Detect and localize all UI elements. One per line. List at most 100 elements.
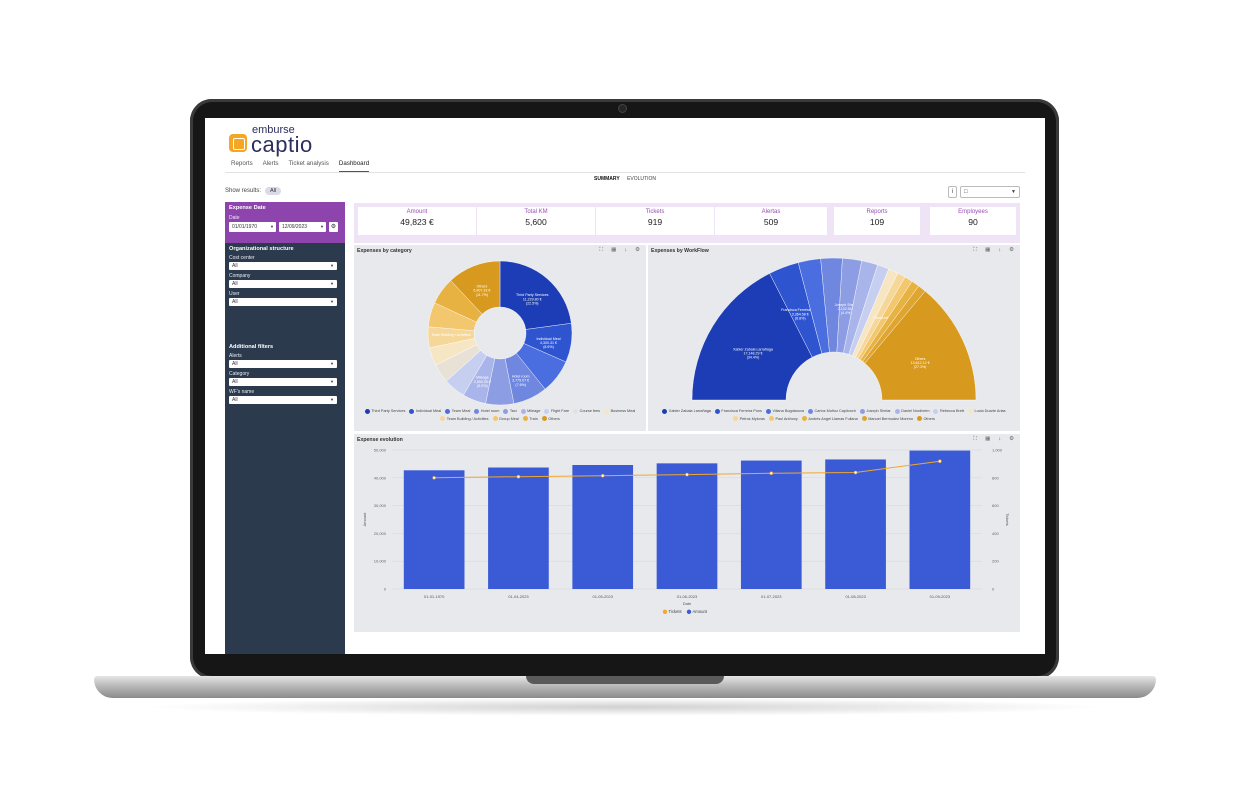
legend-item[interactable]: Team Building / Activities xyxy=(440,416,489,422)
gear-icon[interactable]: ⚙ xyxy=(635,247,640,253)
legend-item[interactable]: Daniel Nordheim xyxy=(894,408,930,414)
legend-item[interactable]: Xabier Zabala Larrañaga xyxy=(662,408,711,414)
tickets-point[interactable] xyxy=(432,476,436,480)
fullscreen-icon[interactable]: ⛶ xyxy=(973,247,978,253)
legend-item[interactable]: Francisca Ferreira Pons xyxy=(714,408,762,414)
legend-label: Daniel Nordheim xyxy=(901,409,930,413)
table-icon[interactable]: ▦ xyxy=(985,436,991,442)
legend-item[interactable]: Others xyxy=(916,416,935,422)
info-button[interactable]: i xyxy=(948,186,957,198)
category-select[interactable]: All ▼ xyxy=(229,378,337,386)
fullscreen-icon[interactable]: ⛶ xyxy=(973,436,978,442)
tickets-point[interactable] xyxy=(769,471,773,475)
subtab-evolution[interactable]: EVOLUTION xyxy=(627,176,656,182)
legend-item[interactable]: Viliana Bogdanova xyxy=(765,408,804,414)
legend-item[interactable]: Group Meal xyxy=(492,416,519,422)
date-settings-gear-icon[interactable]: ⚙ xyxy=(329,222,338,232)
wf-name-label: WF's name xyxy=(229,389,255,395)
show-results-pill[interactable]: All xyxy=(265,187,282,195)
gear-icon[interactable]: ⚙ xyxy=(1009,247,1014,253)
cost-center-label: Cost center xyxy=(229,255,255,261)
legend-item[interactable]: Manuel Bermudez Moreno xyxy=(861,416,913,422)
kpi-value: 919 xyxy=(647,217,663,227)
user-select[interactable]: All ▼ xyxy=(229,298,337,306)
legend-item[interactable]: Train xyxy=(522,416,538,422)
legend-label: Carlos Muñoz Capilonch xyxy=(814,409,856,413)
legend-item[interactable]: Rebecca Brett xyxy=(933,408,964,414)
evolution-panel-title: Expense evolution xyxy=(357,437,403,443)
fullscreen-icon[interactable]: ⛶ xyxy=(599,247,604,253)
legend-item[interactable]: Team Meal xyxy=(445,408,470,414)
legend-item[interactable]: Hotel room xyxy=(474,408,499,414)
legend-item[interactable]: Flight Fare xyxy=(544,408,569,414)
subtab-summary[interactable]: SUMMARY xyxy=(594,176,620,182)
donut-slice-0[interactable] xyxy=(499,260,572,330)
legend-swatch xyxy=(859,408,865,414)
company-select[interactable]: All ▼ xyxy=(229,280,337,288)
legend-swatch xyxy=(861,416,867,421)
bar-amount[interactable] xyxy=(656,463,718,589)
legend-item[interactable]: Petros Myloras xyxy=(733,416,765,422)
date-from-input[interactable]: 01/01/1970 ▼ xyxy=(229,222,276,232)
legend-item[interactable]: Andrés Angel Llamas Fullana xyxy=(801,416,858,422)
download-icon[interactable]: ↓ xyxy=(624,247,628,253)
legend-item[interactable]: Business Meal xyxy=(604,408,635,414)
bar-amount[interactable] xyxy=(909,450,971,589)
legend-item[interactable]: Paul Anthony xyxy=(768,416,798,422)
legend-label: Group Meal xyxy=(499,416,519,421)
download-icon[interactable]: ↓ xyxy=(998,247,1002,253)
date-to-value: 12/09/2023 xyxy=(282,224,308,230)
bar-amount[interactable] xyxy=(403,470,465,589)
legend-item[interactable]: Joseph Shelar xyxy=(859,408,891,414)
legend-label: Individual Meal xyxy=(415,409,442,413)
legend-swatch xyxy=(686,609,692,614)
tickets-point[interactable] xyxy=(938,459,942,463)
legend-label[interactable]: Amount xyxy=(693,609,708,614)
table-icon[interactable]: ▦ xyxy=(611,247,617,253)
legend-label[interactable]: Tickets xyxy=(669,609,682,614)
legend-item[interactable]: Carlos Muñoz Capilonch xyxy=(808,408,856,414)
chevron-down-icon: ▼ xyxy=(330,281,334,286)
y2-axis-label: Tickets xyxy=(1005,513,1010,526)
legend-item[interactable]: Taxi xyxy=(503,408,517,414)
legend-item[interactable]: Mileage xyxy=(520,408,540,414)
bookmark-select[interactable]: □ ▼ xyxy=(960,186,1020,198)
tab-alerts[interactable]: Alerts xyxy=(262,160,279,167)
tickets-point[interactable] xyxy=(853,470,858,475)
legend-item[interactable]: Third Party Services xyxy=(364,408,406,414)
legend-label: Business Meal xyxy=(610,409,636,413)
tickets-point[interactable] xyxy=(601,474,605,478)
tickets-point[interactable] xyxy=(516,474,521,479)
wf-name-select[interactable]: All ▼ xyxy=(229,396,337,404)
legend-label: Third Party Services xyxy=(371,409,406,413)
bar-amount[interactable] xyxy=(740,460,802,589)
legend-item[interactable]: Individual Meal xyxy=(409,408,441,414)
tab-reports[interactable]: Reports xyxy=(231,160,253,167)
bar-amount[interactable] xyxy=(825,459,886,589)
table-icon[interactable]: ▦ xyxy=(985,247,991,253)
donut-slice-0[interactable] xyxy=(691,273,813,401)
tickets-point[interactable] xyxy=(685,472,689,477)
cost-center-select[interactable]: All ▼ xyxy=(229,262,337,270)
legend-label: Taxi xyxy=(509,409,517,413)
legend-item[interactable]: Course fees xyxy=(573,408,600,414)
legend-label: Paul Anthony xyxy=(775,416,798,421)
bar-amount[interactable] xyxy=(572,465,634,589)
legend-item[interactable]: Others xyxy=(541,416,560,422)
donut-slice-12[interactable] xyxy=(450,260,501,315)
tab-dashboard[interactable]: Dashboard xyxy=(338,158,370,172)
laptop-lid: emburse captio Reports Alerts Ticket ana… xyxy=(190,99,1059,679)
kpi-label: Amount xyxy=(406,209,428,215)
slice-data-label: Xabier Zabala Larrañaga 17,148.29 € (34.4%… xyxy=(733,347,773,359)
alerts-select[interactable]: All ▼ xyxy=(229,360,337,368)
kpi-reports: Reports 109 xyxy=(834,207,920,235)
bar-amount[interactable] xyxy=(488,467,549,589)
date-to-input[interactable]: 12/09/2023 ▼ xyxy=(279,222,326,232)
download-icon[interactable]: ↓ xyxy=(998,436,1002,442)
tab-ticket-analysis[interactable]: Ticket analysis xyxy=(288,160,329,167)
legend-item[interactable]: Lucia Duarte Arias xyxy=(968,408,1006,414)
wf-name-value: All xyxy=(232,397,238,403)
y-tick-label: 30,000 xyxy=(374,503,387,508)
legend-label: Manuel Bermudez Moreno xyxy=(868,416,913,421)
gear-icon[interactable]: ⚙ xyxy=(1009,436,1014,442)
